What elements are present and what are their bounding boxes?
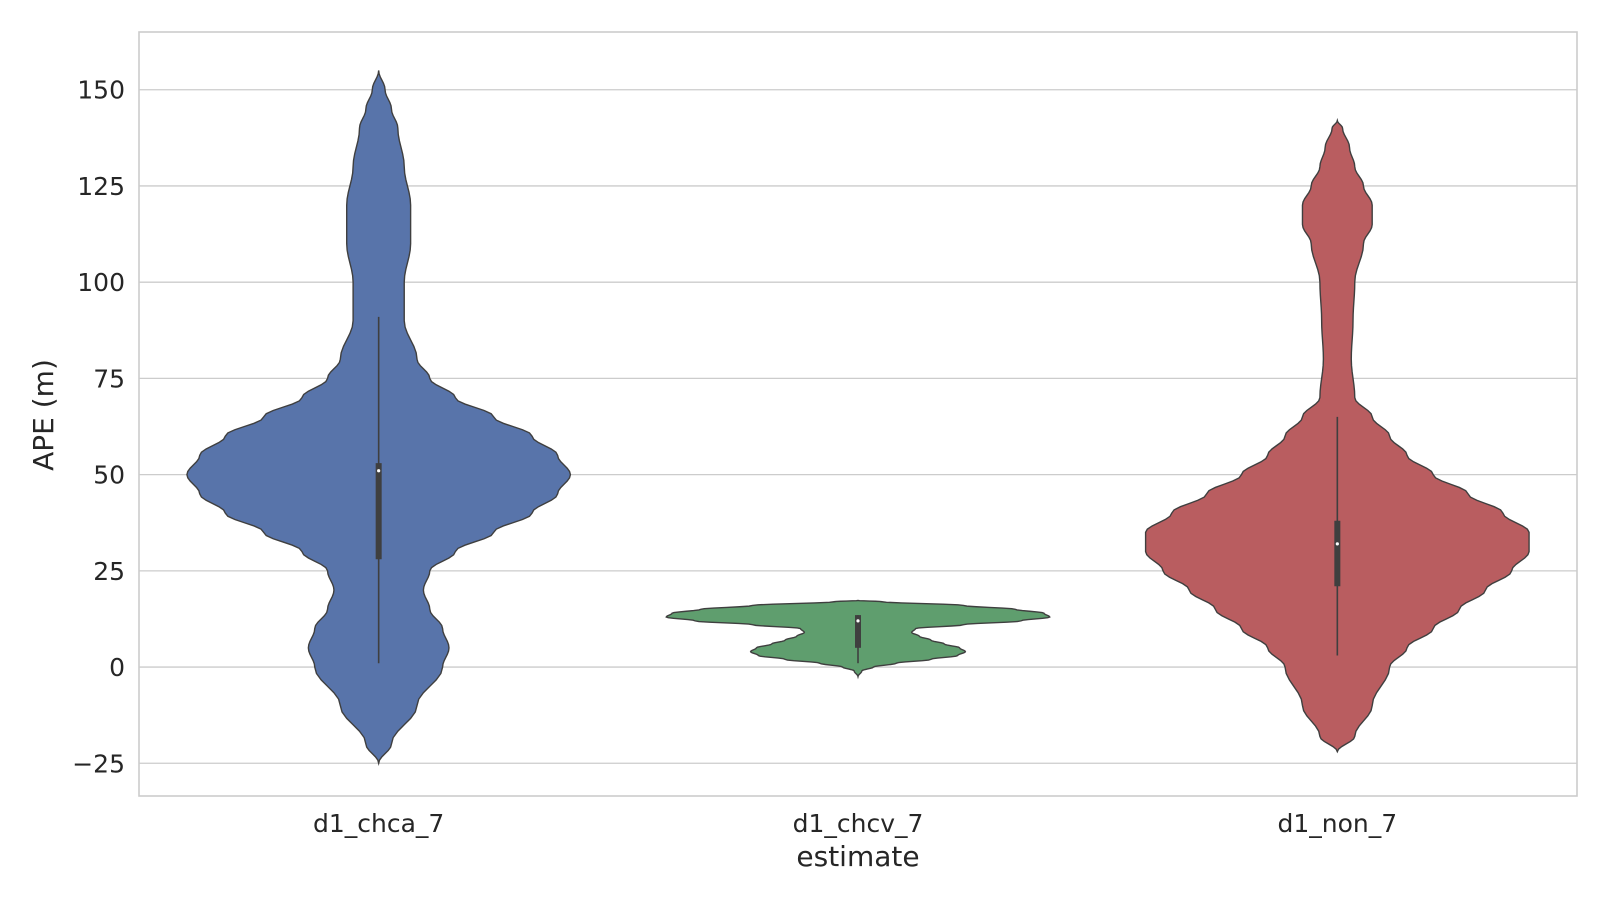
x-tick-label: d1_chcv_7: [793, 809, 924, 838]
y-tick-label: 25: [93, 557, 125, 586]
y-tick-label: −25: [72, 749, 125, 778]
x-axis-label: estimate: [796, 840, 919, 873]
violin-median-dot: [1335, 542, 1339, 546]
x-tick-labels: d1_chca_7 d1_chcv_7 d1_non_7: [313, 809, 1397, 838]
x-tick-label: d1_non_7: [1277, 809, 1397, 838]
y-tick-label: 50: [93, 461, 125, 490]
violin-median-dot: [856, 619, 860, 623]
y-axis-label: APE (m): [27, 359, 60, 471]
plot-frame: [138, 31, 1578, 797]
violins: [186, 70, 1530, 766]
y-tick-label: 150: [77, 76, 125, 105]
y-tick-label: 125: [77, 172, 125, 201]
violin-d1_non_7: [1144, 117, 1530, 754]
x-tick-label: d1_chca_7: [313, 809, 444, 838]
violin-d1_chca_7: [186, 70, 572, 766]
y-tick-labels: −25 0 25 50 75 100 125 150: [72, 76, 125, 779]
y-tick-label: 100: [77, 268, 125, 297]
violin-d1_chcv_7: [665, 599, 1051, 680]
y-tick-label: 75: [93, 364, 125, 393]
y-tick-label: 0: [109, 653, 125, 682]
violin-median-dot: [377, 469, 381, 473]
